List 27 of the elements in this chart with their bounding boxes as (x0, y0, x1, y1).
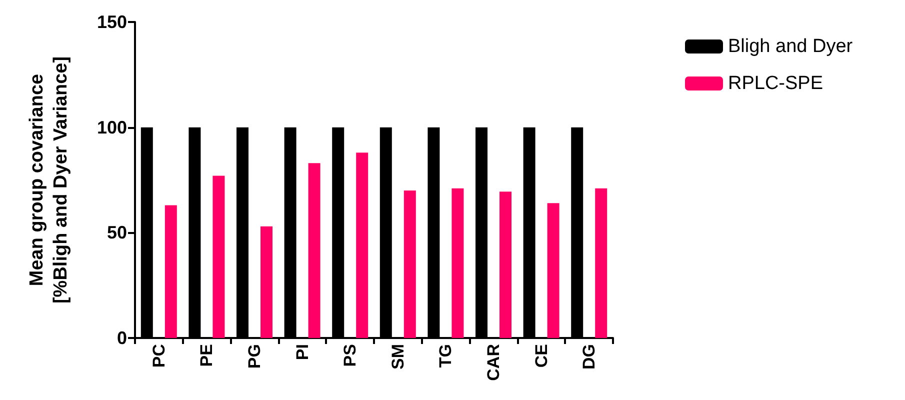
bar (595, 188, 608, 338)
x-tick-label: TG (436, 344, 456, 368)
x-tick-label: PS (340, 344, 360, 367)
x-tick-label: SM (388, 344, 408, 370)
bar (356, 152, 368, 338)
x-tick-label: PC (149, 344, 168, 368)
legend-label: Bligh and Dyer (728, 36, 854, 57)
y-tick-label: 50 (106, 222, 127, 243)
bar (164, 205, 177, 338)
x-tick-label: CE (532, 344, 551, 368)
x-tick-label: PG (245, 344, 264, 369)
bar (547, 203, 560, 338)
bar (212, 176, 225, 338)
bar (404, 190, 416, 338)
y-tick-label: 0 (116, 328, 127, 348)
legend-label: RPLC-SPE (728, 73, 824, 94)
x-tick-label: PI (292, 344, 312, 360)
y-tick-label: 150 (96, 12, 127, 32)
y-tick-label: 100 (96, 117, 127, 138)
x-tick-label: CAR (484, 344, 503, 381)
bar (260, 226, 272, 338)
bar (500, 192, 512, 338)
bar (308, 163, 320, 338)
bar (452, 188, 464, 338)
x-tick-label: DG (580, 344, 599, 370)
y-axis-title: Mean group covariance [%Bligh and Dyer Variance] (26, 56, 72, 304)
x-tick-label: PE (197, 344, 216, 367)
